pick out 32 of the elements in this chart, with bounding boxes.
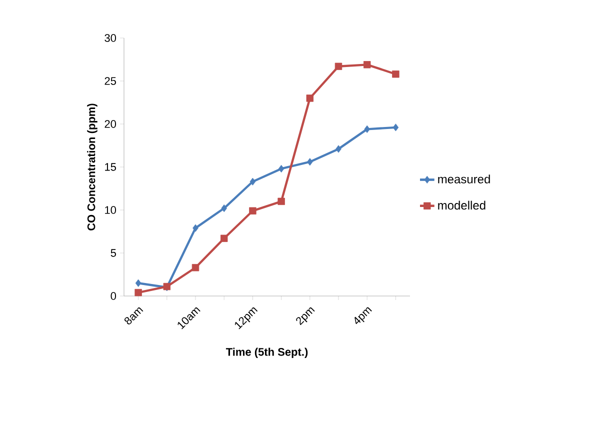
point bbox=[249, 207, 256, 214]
y-axis-title: CO Concentration (ppm) bbox=[87, 104, 98, 230]
y-tick-label: 20 bbox=[104, 120, 116, 128]
point bbox=[134, 288, 142, 296]
point bbox=[364, 125, 370, 133]
x-axis-title: Time (5th Sept.) bbox=[226, 348, 308, 358]
point bbox=[278, 198, 285, 206]
x-tick-label: 2pm bbox=[296, 307, 315, 326]
y-tick-label: 10 bbox=[105, 206, 116, 214]
point bbox=[135, 279, 142, 287]
point bbox=[278, 164, 284, 173]
y-tick-label: 5 bbox=[110, 249, 116, 257]
legend-label: measured bbox=[438, 174, 490, 184]
point bbox=[220, 234, 228, 242]
legend-label: modelled bbox=[438, 200, 486, 210]
point bbox=[392, 124, 399, 132]
point bbox=[192, 224, 198, 232]
y-tick-label: 30 bbox=[104, 34, 116, 42]
point bbox=[250, 178, 256, 186]
point bbox=[334, 62, 342, 70]
y-tick-label: 0 bbox=[110, 292, 116, 300]
point bbox=[221, 204, 227, 212]
point bbox=[306, 158, 313, 166]
point bbox=[336, 145, 342, 153]
point bbox=[392, 70, 400, 78]
y-tick-label: 15 bbox=[105, 163, 116, 171]
x-tick-label: 8am bbox=[124, 307, 144, 324]
point bbox=[306, 94, 314, 102]
x-tick-label: 4pm bbox=[354, 307, 372, 324]
point bbox=[363, 61, 371, 68]
y-tick-label: 25 bbox=[104, 77, 116, 85]
point bbox=[192, 264, 200, 272]
